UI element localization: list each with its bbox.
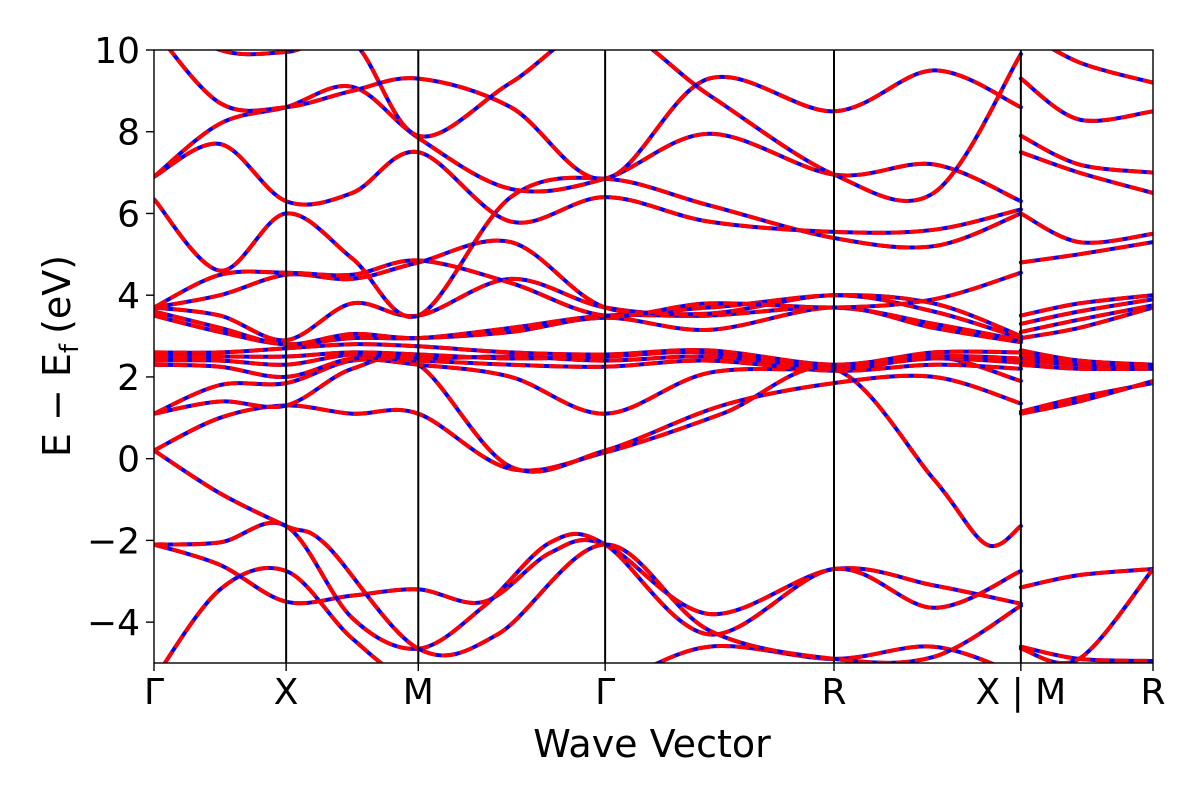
band-line-reference	[162, 565, 996, 663]
band-line-comparison	[154, 305, 1022, 347]
band-line-comparison	[1019, 76, 1153, 123]
band-line-comparison	[1020, 305, 1153, 341]
band-line-comparison	[154, 238, 1022, 338]
band-line-reference	[154, 448, 1023, 663]
x-tick-label: X | M	[975, 672, 1066, 713]
band-line-reference	[214, 50, 1023, 203]
band-line-reference	[154, 83, 1023, 204]
band-line-comparison	[1020, 303, 1153, 334]
y-tick-label: 2	[117, 358, 140, 399]
y-ticks: −4 −2 0 2 4 6 8 10	[87, 31, 154, 644]
y-tick-label: 6	[117, 194, 140, 235]
band-line-comparison	[1020, 293, 1153, 318]
svg-text:E − Ef(eV): E − Ef (eV)	[35, 255, 85, 457]
x-tick-label: Γ	[595, 672, 615, 713]
y-tick-label: −2	[87, 521, 140, 562]
band-line-comparison	[154, 349, 1021, 371]
x-tick-label: R	[821, 672, 846, 713]
y-tick-label: 8	[117, 113, 140, 154]
x-tick-label: Γ	[144, 672, 164, 713]
y-tick-label: −4	[87, 603, 140, 644]
x-tick-label: X	[274, 672, 299, 713]
band-line-reference	[154, 238, 1023, 339]
band-line-reference	[1018, 133, 1153, 175]
band-line-comparison	[214, 50, 1023, 203]
x-tick-label: M	[403, 672, 434, 713]
band-line-comparison	[154, 276, 1022, 343]
band-line-comparison	[154, 448, 1022, 663]
band-line-comparison	[1020, 567, 1153, 590]
y-axis-label-unit: (eV)	[35, 255, 79, 334]
band-line-comparison	[154, 354, 1022, 474]
y-axis-label: E − Ef (eV)	[35, 255, 85, 457]
x-axis-label: Wave Vector	[533, 722, 771, 766]
x-ticks: Γ X M Γ R X | M R	[144, 663, 1166, 713]
band-line-comparison	[1019, 211, 1153, 245]
band-line-comparison	[154, 342, 1021, 367]
band-line-reference	[154, 276, 1023, 343]
band-line-comparison	[154, 141, 1022, 235]
band-line-comparison	[1019, 134, 1153, 175]
band-line-comparison	[162, 565, 996, 663]
band-line-reference	[154, 141, 1023, 235]
band-line-comparison	[1020, 567, 1153, 663]
band-line-comparison	[167, 50, 1022, 181]
band-line-comparison	[1020, 297, 1153, 326]
y-tick-label: 10	[94, 31, 140, 72]
band-line-comparison	[1020, 379, 1153, 416]
bands-layer	[154, 50, 1153, 663]
band-line-reference	[1018, 76, 1153, 123]
y-tick-label: 0	[117, 440, 140, 481]
y-axis-label-subscript: f	[55, 343, 85, 353]
band-line-comparison	[1020, 150, 1153, 195]
band-line-comparison	[154, 258, 1022, 319]
band-line-comparison	[1020, 240, 1153, 265]
plot-frame	[153, 49, 1154, 664]
band-line-reference	[1050, 50, 1153, 85]
band-line-comparison	[1020, 348, 1153, 367]
band-line-reference	[154, 258, 1023, 319]
kpoint-lines	[285, 50, 1022, 663]
band-line-comparison	[1050, 50, 1153, 85]
y-axis-label-main: E − E	[35, 353, 79, 457]
y-tick-label: 4	[117, 276, 140, 317]
band-line-comparison	[154, 175, 1022, 319]
x-tick-label: R	[1140, 672, 1165, 713]
band-line-comparison	[154, 355, 1021, 379]
